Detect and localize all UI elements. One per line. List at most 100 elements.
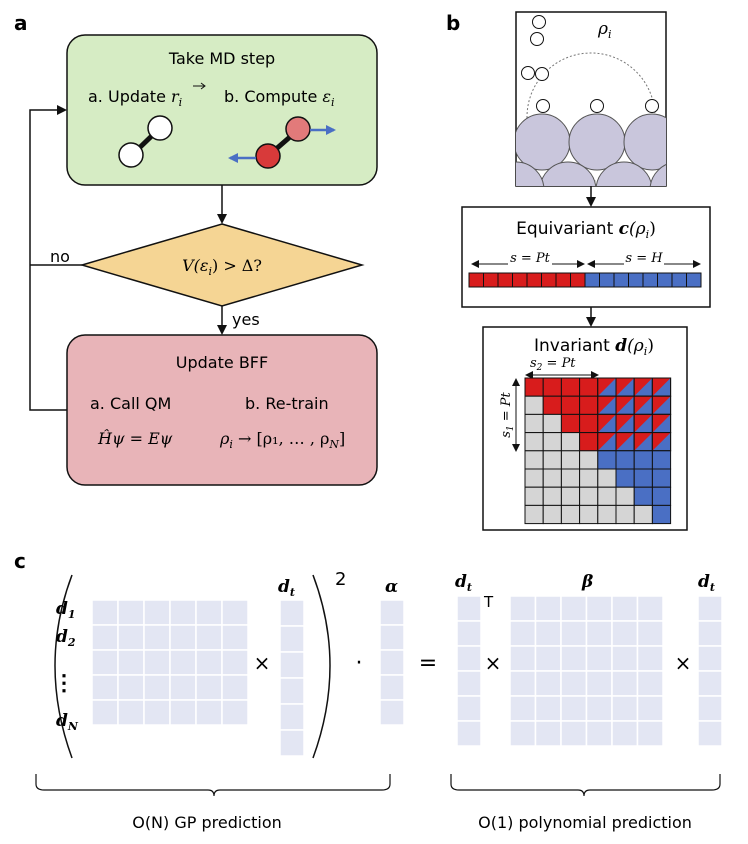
equivariant-cell-h bbox=[686, 272, 702, 288]
dt-transpose-cell bbox=[456, 595, 482, 622]
invariant-cell-blue bbox=[597, 450, 617, 470]
power-two: 2 bbox=[335, 569, 346, 590]
invariant-cell-grey bbox=[579, 468, 599, 488]
times-symbol-2: × bbox=[485, 651, 502, 675]
equivariant-cell-h bbox=[642, 272, 658, 288]
invariant-cell-mixed-half bbox=[616, 414, 635, 433]
md-step-title: Take MD step bbox=[168, 49, 275, 68]
descriptor-matrix-cell bbox=[221, 649, 249, 676]
invariant-cell-grey bbox=[542, 413, 562, 434]
call-qm-text: a. Call QM bbox=[90, 394, 171, 413]
invariant-cell-red bbox=[560, 377, 581, 397]
panel-c-label: c bbox=[14, 549, 26, 573]
equivariant-cell-pt bbox=[483, 272, 499, 288]
beta-matrix-cell bbox=[585, 720, 613, 747]
equivariant-cell-h bbox=[657, 272, 673, 288]
beta-matrix-cell bbox=[636, 645, 664, 672]
dt-vector-cell bbox=[697, 595, 723, 622]
invariant-cell-grey bbox=[597, 486, 617, 506]
descriptor-matrix-cell bbox=[143, 674, 171, 701]
dt-label-2: dt bbox=[455, 572, 472, 594]
dt-vector-cell bbox=[697, 670, 723, 697]
invariant-matrix bbox=[524, 377, 672, 525]
alpha-vector bbox=[379, 599, 405, 726]
dt-vector-cell bbox=[697, 695, 723, 722]
invariant-cell-grey bbox=[633, 504, 653, 525]
left-underbrace bbox=[35, 774, 391, 797]
invariant-cell-red bbox=[579, 413, 599, 434]
dt-vector-cell bbox=[279, 599, 305, 627]
descriptor-matrix-cell bbox=[169, 599, 197, 626]
descriptor-matrix-cell bbox=[117, 674, 145, 701]
equivariant-cell-pt bbox=[512, 272, 528, 288]
descriptor-matrix-cell bbox=[195, 599, 223, 626]
beta-label: β bbox=[581, 572, 593, 592]
dt-label-1: dt bbox=[278, 577, 295, 599]
pt-surface-atoms bbox=[516, 113, 666, 186]
beta-matrix-cell bbox=[636, 695, 664, 722]
loop-back-arrow bbox=[29, 105, 67, 411]
invariant-cell-red bbox=[542, 377, 562, 397]
invariant-cell-grey bbox=[524, 450, 544, 470]
update-bff-box bbox=[66, 334, 378, 486]
panel-b-label: b bbox=[446, 11, 460, 35]
descriptor-matrix-cell bbox=[221, 674, 249, 701]
invariant-cell-mixed-half bbox=[616, 396, 635, 415]
beta-matrix-cell bbox=[611, 620, 639, 647]
alpha-label: α bbox=[385, 577, 398, 597]
beta-matrix-cell bbox=[585, 620, 613, 647]
descriptor-matrix-cell bbox=[169, 649, 197, 676]
dt-vector-cell bbox=[279, 729, 305, 757]
invariant-cell-mixed-half bbox=[652, 378, 671, 397]
beta-matrix-cell bbox=[509, 645, 537, 672]
invariant-cell-grey bbox=[560, 486, 581, 506]
invariant-cell-mixed-half bbox=[616, 432, 635, 451]
invariant-cell-red bbox=[524, 377, 544, 397]
invariant-cell-grey bbox=[597, 504, 617, 525]
no-label: no bbox=[50, 247, 70, 266]
h-label-bg bbox=[624, 251, 664, 267]
invariant-cell-red bbox=[579, 395, 599, 415]
panel-a-label: a bbox=[14, 11, 28, 35]
alpha-vector-cell bbox=[379, 699, 405, 726]
dt-vector-1 bbox=[279, 599, 305, 757]
row-label-dN: dN bbox=[56, 711, 79, 733]
dt-transpose-cell bbox=[456, 670, 482, 697]
row-label-d2: d2 bbox=[56, 627, 76, 649]
equivariant-cell-h bbox=[584, 272, 600, 288]
invariant-cell-grey bbox=[524, 413, 544, 434]
invariant-cell-mixed-half bbox=[597, 414, 616, 433]
invariant-cell-blue bbox=[651, 486, 672, 506]
right-parenthesis bbox=[312, 574, 331, 759]
s2-label: s2 = Pt bbox=[530, 356, 576, 373]
beta-matrix-cell bbox=[509, 595, 537, 622]
equivariant-cell-pt bbox=[497, 272, 513, 288]
invariant-cell-mixed-half bbox=[652, 396, 671, 415]
dt-vector-cell bbox=[279, 625, 305, 653]
atomic-environment: ρi bbox=[515, 11, 667, 187]
pt-label-bg bbox=[508, 251, 552, 267]
h-atoms bbox=[521, 15, 659, 113]
invariant-cell-mixed-half bbox=[597, 396, 616, 415]
transpose-symbol: T bbox=[483, 593, 494, 611]
schrodinger-equation: Ĥψ = Eψ bbox=[97, 428, 173, 448]
beta-matrix bbox=[509, 595, 664, 747]
descriptor-matrix-cell bbox=[221, 599, 249, 626]
invariant-cell-grey bbox=[542, 504, 562, 525]
descriptor-matrix-cell bbox=[91, 624, 119, 651]
invariant-cell-red bbox=[579, 432, 599, 452]
beta-matrix-cell bbox=[534, 620, 562, 647]
invariant-cell-blue bbox=[633, 486, 653, 506]
invariant-cell-blue bbox=[615, 450, 635, 470]
descriptor-matrix-cell bbox=[143, 624, 171, 651]
invariant-cell-mixed-half bbox=[652, 432, 671, 451]
descriptor-matrix-cell bbox=[117, 649, 145, 676]
beta-matrix-cell bbox=[585, 670, 613, 697]
s1-label: s1 = Pt bbox=[499, 391, 516, 437]
times-symbol-1: × bbox=[254, 651, 271, 675]
descriptor-matrix-cell bbox=[143, 649, 171, 676]
beta-matrix-cell bbox=[534, 645, 562, 672]
beta-matrix-cell bbox=[611, 670, 639, 697]
invariant-cell-mixed-half bbox=[597, 432, 616, 451]
